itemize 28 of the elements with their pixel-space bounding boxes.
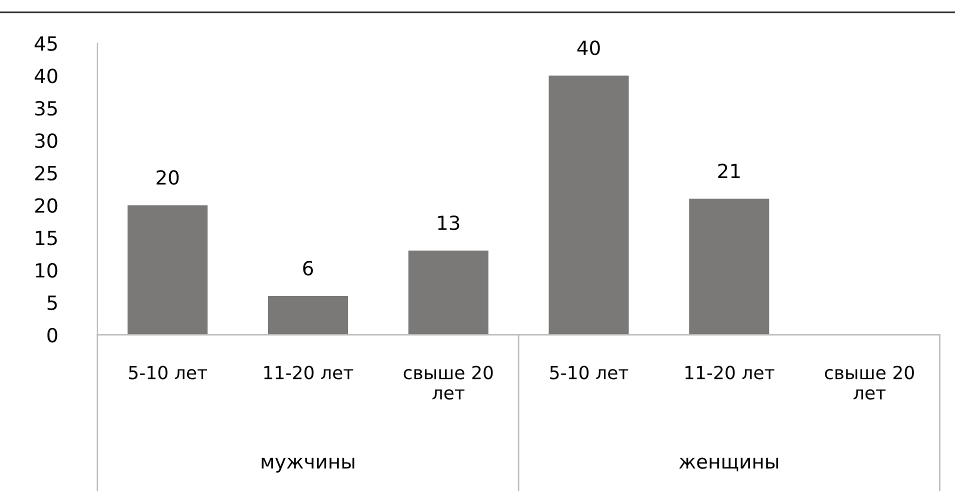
data-label: 40: [577, 40, 600, 56]
bar: [408, 250, 488, 335]
y-tick-label: 15: [36, 230, 57, 246]
x-tick-label: свыше 20 лет: [404, 366, 493, 400]
y-tick-label: 30: [35, 133, 58, 148]
x-tick-label: 11-20 лет: [685, 366, 774, 380]
data-label: 13: [438, 215, 460, 230]
data-label: 20: [156, 170, 179, 185]
y-tick-label: 40: [34, 68, 58, 84]
data-label: 6: [303, 260, 313, 276]
y-tick-label: 35: [35, 100, 57, 116]
bar: [268, 296, 348, 335]
x-tick-label: 11-20 лет: [264, 366, 354, 380]
x-tick-label: 5-10 лет: [129, 366, 208, 380]
y-tick-label: 20: [35, 198, 58, 213]
bar: [128, 205, 208, 335]
x-tick-label: свыше 20 лет: [824, 366, 914, 400]
x-tick-label: 5-10 лет: [550, 366, 628, 380]
text: женщины: [679, 458, 778, 472]
data-label: 21: [718, 164, 740, 178]
y-tick-label: 5: [48, 296, 57, 310]
bar: [548, 76, 629, 335]
text: мужчины: [262, 458, 354, 473]
y-tick-label: 0: [47, 328, 58, 343]
bar: [689, 198, 770, 335]
y-tick-label: 10: [36, 263, 58, 278]
y-tick-label: 25: [35, 166, 57, 180]
y-tick-label: 45: [34, 36, 57, 51]
